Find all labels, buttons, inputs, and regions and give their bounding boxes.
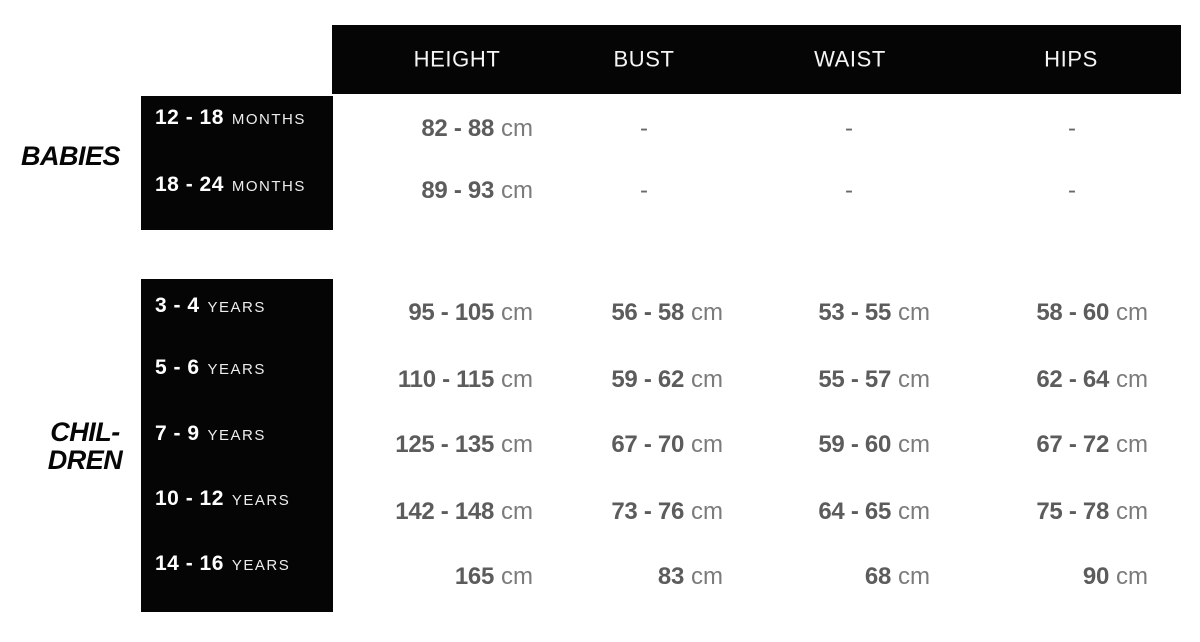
table-row-3-4-years: 95 - 105 cm 56 - 58 cm 53 - 55 cm 58 - 60 cm <box>0 300 1200 326</box>
waist-cell: 55 - 57 cm <box>818 366 930 393</box>
age-unit: MONTHS <box>231 111 306 128</box>
waist-cell: 68 cm <box>864 563 930 590</box>
hips-cell: - <box>1068 177 1076 204</box>
age-range: 10 - 12 <box>155 487 224 510</box>
unit-label: cm <box>1116 431 1148 458</box>
unit-label: cm <box>1116 366 1148 393</box>
bust-cell: 73 - 76 cm <box>611 498 723 525</box>
bust-cell: 83 cm <box>657 563 723 590</box>
age-label-12-18-months: 12 - 18 MONTHS <box>141 106 333 130</box>
bust-cell: 59 - 62 cm <box>611 366 723 393</box>
height-cell: 95 - 105 cm <box>408 299 533 326</box>
unit-label: cm <box>691 498 723 525</box>
waist-cell: 53 - 55 cm <box>818 299 930 326</box>
age-label-18-24-months: 18 - 24 MONTHS <box>141 173 333 197</box>
age-label-5-6-years: 5 - 6 YEARS <box>141 356 333 380</box>
age-unit: YEARS <box>207 427 266 444</box>
table-row-18-24-months: 89 - 93 cm - - - <box>0 178 1200 204</box>
group-label-children-line1: CHIL- <box>50 417 120 447</box>
column-header-height: HEIGHT <box>413 45 501 71</box>
age-label-3-4-years: 3 - 4 YEARS <box>141 294 333 318</box>
height-cell: 125 - 135 cm <box>395 431 533 458</box>
age-unit: YEARS <box>231 492 291 509</box>
unit-label: cm <box>501 366 533 393</box>
bust-cell: - <box>640 115 648 142</box>
unit-label: cm <box>501 115 533 142</box>
hips-cell: 58 - 60 cm <box>1036 299 1148 326</box>
age-label-10-12-years: 10 - 12 YEARS <box>141 487 333 511</box>
height-cell: 110 - 115 cm <box>397 366 533 393</box>
unit-label: cm <box>1116 498 1148 525</box>
waist-cell: 59 - 60 cm <box>818 431 930 458</box>
hips-cell: 90 cm <box>1082 563 1148 590</box>
unit-label: cm <box>898 431 930 458</box>
group-label-babies: BABIES <box>0 142 141 170</box>
unit-label: cm <box>1116 299 1148 326</box>
age-column-children: 3 - 4 YEARS 5 - 6 YEARS 7 - 9 YEARS 10 - 12… <box>141 279 333 612</box>
column-header-bust: BUST <box>613 45 675 71</box>
unit-label: cm <box>1116 563 1148 590</box>
height-cell: 89 - 93 cm <box>421 177 533 204</box>
table-row-12-18-months: 82 - 88 cm - - - <box>0 116 1200 142</box>
table-row-5-6-years: 110 - 115 cm 59 - 62 cm 55 - 57 cm 62 - 64 c… <box>0 367 1200 393</box>
age-range: 3 - 4 <box>155 294 200 317</box>
unit-label: cm <box>691 563 723 590</box>
column-header-waist: WAIST <box>814 45 886 71</box>
hips-cell: - <box>1068 115 1076 142</box>
age-unit: YEARS <box>207 299 266 316</box>
age-label-14-16-years: 14 - 16 YEARS <box>141 552 333 576</box>
table-header: HEIGHT BUST WAIST HIPS <box>332 25 1181 94</box>
group-label-children: CHIL- DREN <box>0 418 170 474</box>
waist-cell: 64 - 65 cm <box>818 498 930 525</box>
age-column-babies: 12 - 18 MONTHS 18 - 24 MONTHS <box>141 96 333 230</box>
unit-label: cm <box>501 177 533 204</box>
unit-label: cm <box>898 498 930 525</box>
age-unit: YEARS <box>207 361 266 378</box>
bust-cell: 67 - 70 cm <box>611 431 723 458</box>
unit-label: cm <box>898 299 930 326</box>
hips-cell: 75 - 78 cm <box>1036 498 1148 525</box>
unit-label: cm <box>691 299 723 326</box>
unit-label: cm <box>691 366 723 393</box>
column-header-hips: HIPS <box>1044 45 1098 71</box>
unit-label: cm <box>898 563 930 590</box>
waist-cell: - <box>845 177 853 204</box>
unit-label: cm <box>501 299 533 326</box>
waist-cell: - <box>845 115 853 142</box>
height-cell: 165 cm <box>454 563 533 590</box>
hips-cell: 67 - 72 cm <box>1036 431 1148 458</box>
unit-label: cm <box>898 366 930 393</box>
bust-cell: 56 - 58 cm <box>611 299 723 326</box>
table-row-10-12-years: 142 - 148 cm 73 - 76 cm 64 - 65 cm 75 - 78 c… <box>0 499 1200 525</box>
unit-label: cm <box>691 431 723 458</box>
table-row-14-16-years: 165 cm 83 cm 68 cm 90 cm <box>0 564 1200 590</box>
hips-cell: 62 - 64 cm <box>1036 366 1148 393</box>
age-label-7-9-years: 7 - 9 YEARS <box>141 422 333 446</box>
age-range: 12 - 18 <box>155 106 224 129</box>
height-cell: 142 - 148 cm <box>395 498 533 525</box>
unit-label: cm <box>501 563 533 590</box>
group-label-children-line2: DREN <box>47 445 123 475</box>
table-row-7-9-years: 125 - 135 cm 67 - 70 cm 59 - 60 cm 67 - 72 c… <box>0 432 1200 458</box>
age-range: 14 - 16 <box>155 552 224 575</box>
bust-cell: - <box>640 177 648 204</box>
age-range: 5 - 6 <box>155 356 200 379</box>
age-range: 7 - 9 <box>155 422 200 445</box>
height-cell: 82 - 88 cm <box>421 115 533 142</box>
unit-label: cm <box>501 498 533 525</box>
age-unit: YEARS <box>231 557 291 574</box>
group-label-babies-text: BABIES <box>20 141 121 171</box>
age-range: 18 - 24 <box>155 173 224 196</box>
unit-label: cm <box>501 431 533 458</box>
age-unit: MONTHS <box>231 178 306 195</box>
